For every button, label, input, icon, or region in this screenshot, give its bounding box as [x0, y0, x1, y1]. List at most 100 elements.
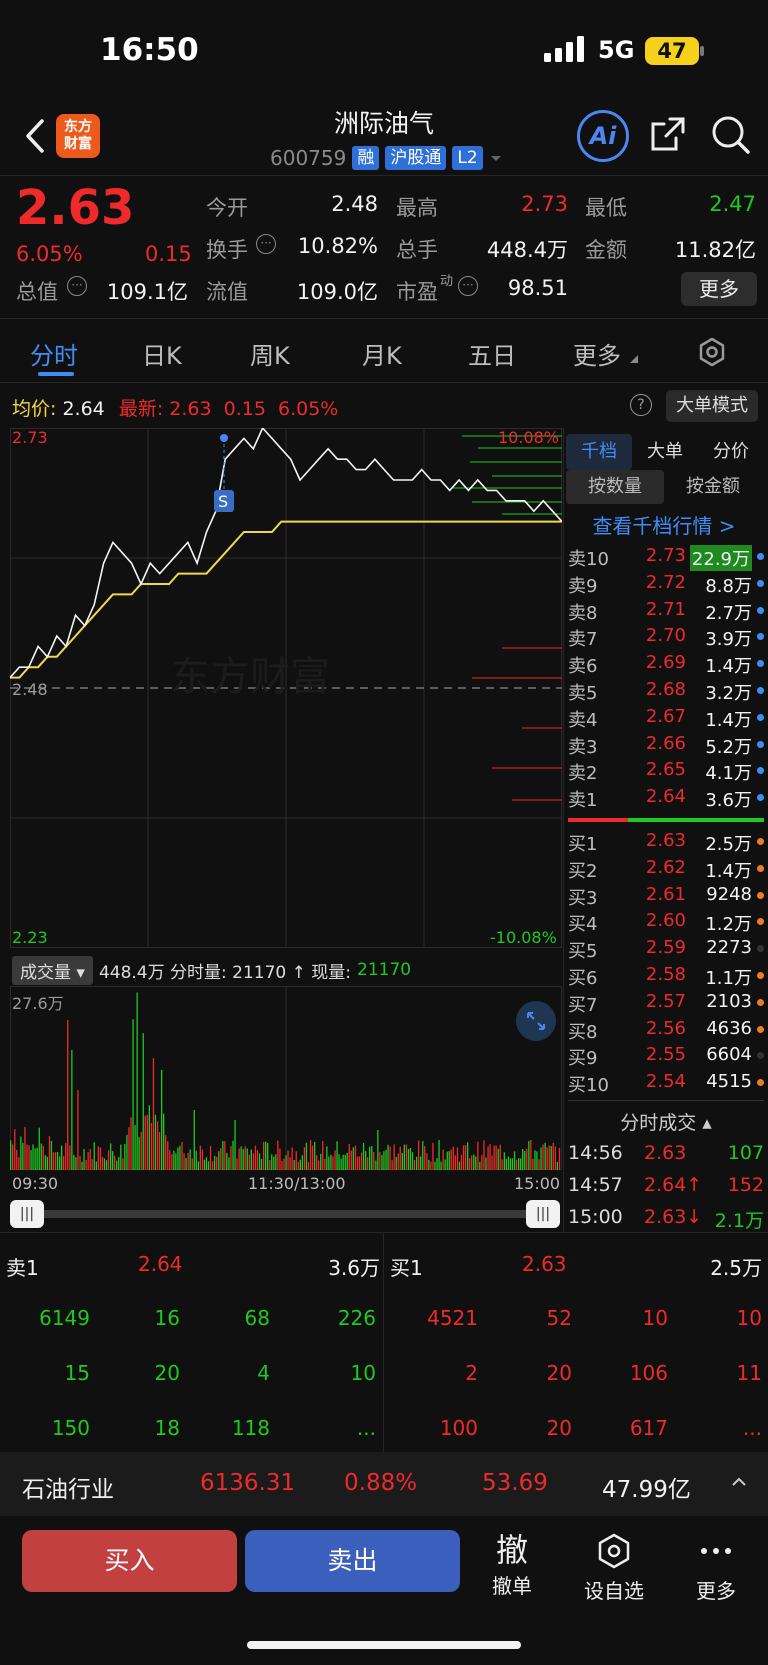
bid-row[interactable]: 买5 2.59 2273 — [568, 937, 764, 963]
tab-five-day[interactable]: 五日 — [468, 342, 516, 370]
volume-bar-item — [99, 1147, 102, 1170]
ai-button[interactable]: Ai — [577, 110, 629, 162]
ask1-price: 2.64 — [138, 1252, 183, 1276]
ask-row[interactable]: 卖4 2.67 1.4万 — [568, 706, 764, 732]
volume-bar-item — [538, 1159, 540, 1170]
tab-intraday[interactable]: 分时 — [30, 342, 78, 370]
bid-row[interactable]: 买8 2.56 4636 — [568, 1018, 764, 1044]
info-icon[interactable]: ··· — [256, 234, 276, 254]
volume-bar-item — [383, 1151, 385, 1170]
industry-bar[interactable] — [0, 1452, 768, 1516]
cancel-order-button[interactable]: 撤 撤单 — [472, 1530, 552, 1599]
volume-bar-item — [163, 1113, 165, 1170]
search-icon[interactable] — [710, 114, 752, 156]
ask-dot-icon — [757, 687, 764, 694]
bid-row[interactable]: 买10 2.54 4515 — [568, 1071, 764, 1097]
label-amount: 金额 — [585, 238, 627, 262]
volume-bar-item — [481, 1155, 483, 1170]
ask-row[interactable]: 卖2 2.65 4.1万 — [568, 759, 764, 785]
volume-bar-item — [462, 1145, 465, 1170]
ask-row[interactable]: 卖6 2.69 1.4万 — [568, 652, 764, 678]
back-icon[interactable] — [24, 118, 46, 154]
ask-row[interactable]: 卖10 2.73 22.9万 — [568, 545, 764, 571]
bid1-label: 买1 — [390, 1256, 423, 1280]
stock-meta[interactable]: 600759 融 沪股通 L2 — [270, 144, 503, 172]
ask-level-label: 卖1 — [568, 790, 598, 812]
volume-selector[interactable]: 成交量 ▾ — [12, 955, 93, 985]
price-chart[interactable]: 东方财富 S — [10, 428, 562, 948]
info-icon[interactable]: ··· — [67, 276, 87, 296]
volume-bars — [10, 992, 561, 1170]
volume-bar-item — [228, 1157, 230, 1170]
bid-row[interactable]: 买3 2.61 9248 — [568, 884, 764, 910]
tab-more[interactable]: 更多 — [573, 342, 621, 370]
volume-bar-item — [434, 1161, 436, 1170]
tab-big-orders[interactable]: 大单 — [647, 441, 683, 462]
ask-row[interactable]: 卖1 2.64 3.6万 — [568, 786, 764, 812]
volume-bar-item — [224, 1141, 226, 1170]
ask-price: 2.68 — [645, 679, 686, 700]
bid-row[interactable]: 买1 2.63 2.5万 — [568, 830, 764, 856]
bid-row[interactable]: 买4 2.60 1.2万 — [568, 910, 764, 936]
volume-bar-item — [216, 1156, 218, 1170]
volume-bar-item — [307, 1161, 310, 1170]
tab-price-split[interactable]: 分价 — [713, 441, 749, 462]
chevron-up-icon[interactable] — [730, 1476, 748, 1488]
bid-row[interactable]: 买7 2.57 2103 — [568, 991, 764, 1017]
bid-row[interactable]: 买2 2.62 1.4万 — [568, 857, 764, 883]
ask-price: 2.67 — [645, 705, 686, 727]
ask-row[interactable]: 卖8 2.71 2.7万 — [568, 599, 764, 625]
range-handle-right[interactable]: ||| — [526, 1200, 560, 1228]
volume-bar-item — [346, 1152, 348, 1170]
buy-button[interactable]: 买入 — [22, 1530, 237, 1592]
volume-bar-item — [503, 1152, 505, 1170]
bid-volume: 1.4万 — [705, 860, 752, 882]
volume-bar-item — [128, 1127, 130, 1170]
volume-bar-item — [320, 1153, 322, 1170]
bid-dot-icon — [757, 1052, 764, 1060]
tab-thousand-levels[interactable]: 千档 — [566, 434, 632, 470]
volume-bar-item — [493, 1145, 495, 1170]
trades-title[interactable]: 分时成交 ▴ — [620, 1112, 712, 1134]
volume-bar-item — [477, 1141, 479, 1170]
share-icon[interactable] — [648, 114, 688, 154]
ask-row[interactable]: 卖9 2.72 8.8万 — [568, 572, 764, 598]
view-depth-link[interactable]: 查看千档行情 > — [592, 514, 736, 538]
volume-bar-item — [71, 1050, 73, 1170]
big-order-mode-button[interactable]: 大单模式 — [666, 390, 758, 422]
settings-icon[interactable] — [696, 336, 728, 368]
range-track[interactable] — [12, 1210, 558, 1218]
tab-daily-k[interactable]: 日K — [142, 342, 182, 370]
volume-bar-item — [344, 1154, 346, 1170]
volume-bar-item — [536, 1151, 538, 1170]
volume-bar-item — [399, 1146, 401, 1170]
volume-bar-item — [303, 1147, 306, 1170]
ask-row[interactable]: 卖7 2.70 3.9万 — [568, 625, 764, 651]
ask-volume: 2.7万 — [705, 602, 752, 624]
volume-bar-item — [491, 1155, 493, 1170]
add-watchlist-button[interactable]: 设自选 — [574, 1530, 654, 1604]
tab-monthly-k[interactable]: 月K — [362, 342, 402, 370]
toggle-by-amount[interactable]: 按金额 — [686, 476, 740, 497]
bid-row[interactable]: 买9 2.55 6604 — [568, 1044, 764, 1070]
bid-level-label: 买4 — [568, 914, 598, 936]
volume-bar-item — [59, 1156, 61, 1170]
help-icon[interactable]: ? — [630, 394, 652, 416]
network-type: 5G — [598, 36, 635, 64]
ask-row[interactable]: 卖3 2.66 5.2万 — [568, 733, 764, 759]
volume-bar-item — [305, 1142, 308, 1170]
volume-bar-item — [467, 1142, 469, 1170]
orderbook-toggle: 按数量 按金额 — [566, 470, 762, 504]
more-actions-button[interactable]: 更多 — [676, 1530, 756, 1604]
toggle-by-quantity[interactable]: 按数量 — [566, 470, 664, 504]
range-handle-left[interactable]: ||| — [10, 1200, 44, 1228]
sell-button[interactable]: 卖出 — [245, 1530, 460, 1592]
info-icon[interactable]: ··· — [458, 276, 478, 296]
bid-row[interactable]: 买6 2.58 1.1万 — [568, 964, 764, 990]
ask-row[interactable]: 卖5 2.68 3.2万 — [568, 679, 764, 705]
expand-icon[interactable] — [516, 1001, 556, 1041]
tab-weekly-k[interactable]: 周K — [250, 342, 290, 370]
more-quote-button[interactable]: 更多 — [681, 272, 757, 306]
volume-bar-item — [432, 1142, 434, 1170]
ask-dot-icon — [757, 713, 764, 721]
